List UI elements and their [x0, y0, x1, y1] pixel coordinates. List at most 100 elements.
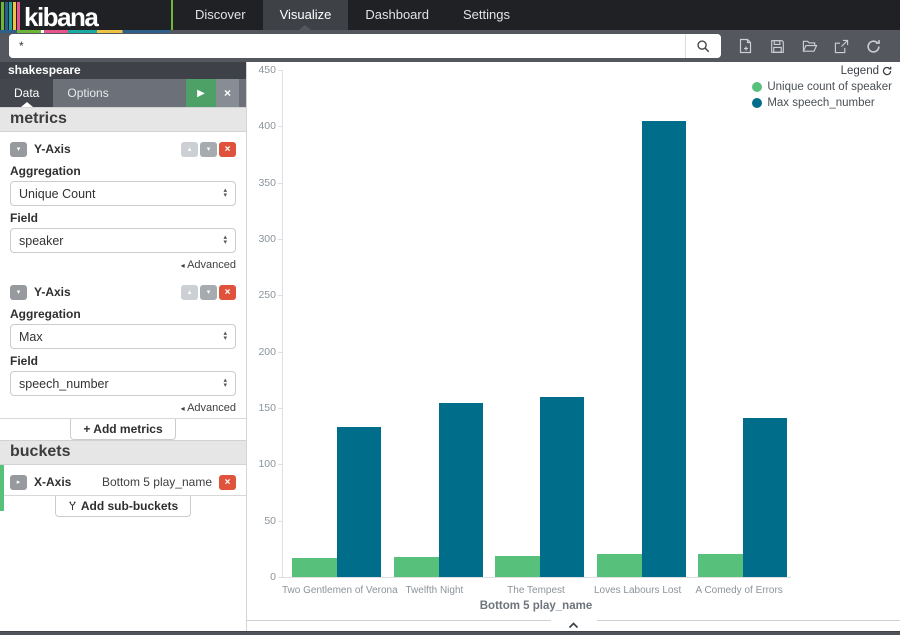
y-tick-label: 250	[258, 289, 276, 302]
refresh-button[interactable]	[864, 37, 883, 56]
y-tick-mark	[278, 182, 282, 184]
index-pattern-label: shakespeare	[0, 62, 246, 79]
kibana-logo-text: kibana	[24, 1, 99, 32]
vis-editor-sidebar: shakespeare Data Options ▶ × metrics ▾ Y…	[0, 62, 247, 631]
legend-title: Legend	[840, 65, 879, 77]
add-metrics-row: + Add metrics	[0, 418, 246, 440]
y-tick-label: 200	[258, 345, 276, 358]
bar-teal-1[interactable]	[337, 427, 381, 577]
add-metrics-button[interactable]: + Add metrics	[70, 419, 176, 440]
save-visualization-button[interactable]	[768, 37, 787, 56]
load-visualization-button[interactable]	[800, 37, 819, 56]
collapse-editor-button[interactable]	[550, 620, 597, 631]
query-input[interactable]	[9, 34, 685, 58]
metric-editor-2: ▾ Y-Axis ▴ ▾ × Aggregation Max ▴ ▾ Field …	[0, 275, 246, 418]
y-tick-label: 50	[264, 514, 276, 527]
y-tick-label: 0	[270, 571, 276, 583]
x-category-label: Loves Labours Lost	[593, 585, 682, 596]
metric-title: Y-Axis	[34, 285, 71, 299]
nav-item-settings[interactable]: Settings	[446, 0, 527, 30]
bar-green-5[interactable]	[698, 554, 744, 577]
main-area: shakespeare Data Options ▶ × metrics ▾ Y…	[0, 62, 900, 631]
bar-green-2[interactable]	[393, 556, 439, 577]
remove-metric-button[interactable]: ×	[219, 141, 236, 157]
play-icon: ▶	[197, 87, 205, 99]
bar-green-4[interactable]	[596, 554, 642, 577]
nav-item-visualize[interactable]: Visualize	[262, 0, 349, 30]
select-stepper-icon: ▴ ▾	[223, 377, 227, 389]
expand-bucket-button[interactable]: ▸	[10, 474, 27, 490]
query-box	[9, 34, 721, 58]
chevron-down-icon: ▾	[206, 146, 211, 153]
collapse-metric-button[interactable]: ▾	[10, 141, 27, 157]
tab-data[interactable]: Data	[0, 79, 54, 107]
chart-region: Legend Unique count of speaker Max speech…	[247, 62, 900, 631]
apply-changes-button[interactable]: ▶	[186, 79, 216, 107]
move-metric-down-button[interactable]: ▾	[200, 284, 217, 300]
bar-teal-2[interactable]	[438, 403, 483, 577]
legend-entry[interactable]: Max speech_number	[752, 97, 892, 109]
buckets-heading: buckets	[0, 440, 246, 465]
add-subbuckets-button[interactable]: Add sub-buckets	[54, 496, 192, 517]
move-metric-up-button[interactable]: ▴	[181, 284, 198, 300]
y-tick-label: 100	[258, 458, 276, 471]
bar-teal-5[interactable]	[743, 418, 788, 577]
tab-options[interactable]: Options	[53, 79, 122, 107]
aggregation-select[interactable]: Max ▴ ▾	[10, 324, 236, 349]
advanced-label: Advanced	[187, 259, 236, 271]
remove-metric-button[interactable]: ×	[219, 284, 236, 300]
advanced-toggle[interactable]: ◂ Advanced	[10, 259, 236, 271]
nav-item-dashboard[interactable]: Dashboard	[348, 0, 446, 30]
legend-title-row[interactable]: Legend	[752, 65, 892, 77]
add-metrics-label: + Add metrics	[83, 421, 163, 436]
y-tick-label: 350	[258, 176, 276, 189]
external-link-icon	[834, 39, 849, 53]
triangle-left-icon: ◂	[180, 404, 185, 413]
triangle-left-icon: ◂	[180, 261, 185, 270]
aggregation-label: Aggregation	[10, 164, 81, 178]
y-tick-label: 150	[258, 402, 276, 414]
search-button[interactable]	[685, 34, 721, 58]
legend-entry[interactable]: Unique count of speaker	[752, 81, 892, 93]
collapse-metric-button[interactable]: ▾	[10, 284, 27, 300]
add-subbuckets-row: Add sub-buckets	[0, 495, 246, 517]
field-select[interactable]: speech_number ▴ ▾	[10, 371, 236, 396]
move-metric-down-button[interactable]: ▾	[200, 141, 217, 157]
x-category-label: Twelfth Night	[405, 585, 464, 596]
y-tick-mark	[278, 295, 282, 297]
y-tick-mark	[278, 70, 282, 71]
share-visualization-button[interactable]	[832, 37, 851, 56]
y-tick-mark	[278, 239, 282, 240]
chart-legend: Legend Unique count of speaker Max speech…	[752, 65, 892, 109]
advanced-toggle[interactable]: ◂ Advanced	[10, 402, 236, 414]
chevron-down-icon: ▾	[206, 289, 211, 296]
new-document-icon	[739, 38, 752, 54]
folder-open-icon	[802, 40, 817, 52]
legend-label: Unique count of speaker	[767, 81, 892, 93]
discard-changes-button[interactable]: ×	[216, 79, 239, 107]
aggregation-select[interactable]: Unique Count ▴ ▾	[10, 181, 236, 206]
bucket-title: X-Axis	[34, 475, 72, 489]
nav-item-label: Discover	[195, 7, 246, 22]
move-metric-up-button[interactable]: ▴	[181, 141, 198, 157]
metrics-heading: metrics	[0, 107, 246, 132]
new-visualization-button[interactable]	[736, 37, 755, 56]
x-category-label: Two Gentlemen of Verona	[282, 585, 398, 596]
remove-bucket-button[interactable]: ×	[219, 474, 236, 490]
field-label: Field	[10, 211, 39, 225]
close-icon: ×	[223, 86, 231, 100]
y-tick-label: 450	[258, 64, 276, 76]
legend-label: Max speech_number	[767, 97, 875, 109]
refresh-icon	[867, 39, 880, 53]
nav-item-label: Dashboard	[365, 7, 429, 22]
nav-item-discover[interactable]: Discover	[178, 0, 263, 30]
bar-teal-3[interactable]	[540, 396, 585, 577]
field-select[interactable]: speaker ▴ ▾	[10, 228, 236, 253]
bar-green-3[interactable]	[495, 555, 541, 577]
collapse-strip	[247, 620, 900, 631]
kibana-logo-stripes-icon	[1, 1, 21, 32]
bar-green-1[interactable]	[292, 557, 337, 577]
metric-title: Y-Axis	[34, 142, 71, 156]
kibana-logo[interactable]: kibana	[0, 0, 170, 33]
bar-teal-4[interactable]	[641, 120, 686, 577]
